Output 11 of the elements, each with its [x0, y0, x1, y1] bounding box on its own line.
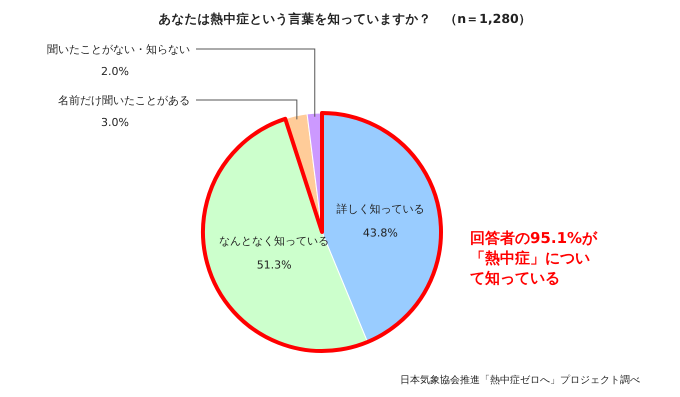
slice-label: 名前だけ聞いたことがある: [58, 94, 190, 107]
slice-label: 詳しく知っている: [336, 202, 424, 216]
text: 日本気象協会推進「熱中症ゼロへ」プロジェクト調べ: [400, 374, 640, 386]
data-label: 2.0%: [101, 65, 129, 78]
data-label: 3.0%: [101, 116, 129, 129]
slice-label: 聞いたことがない・知らない: [47, 43, 190, 56]
data-label: 51.3%: [256, 258, 292, 272]
chart-title: あなたは熱中症という言葉を知っていますか？ （n＝1,280）: [158, 11, 532, 26]
slice-label: なんとなく知っている: [219, 234, 330, 248]
data-label: 43.8%: [362, 226, 398, 240]
text: 回答者の95.1%が「熱中症」について知っている: [470, 229, 598, 287]
